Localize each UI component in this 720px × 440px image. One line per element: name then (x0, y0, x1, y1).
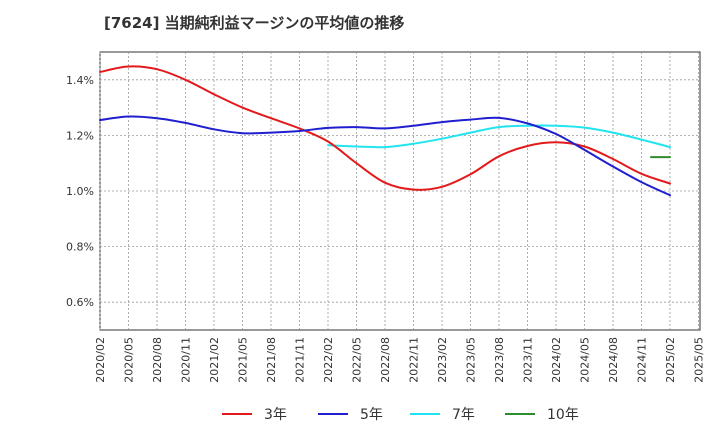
x-tick-label: 2021/08 (265, 337, 278, 383)
series-line-5年 (99, 115, 671, 197)
x-axis-ticks: 2020/02 2020/05 2020/08 2020/11 2021/02 2021/… (94, 337, 706, 383)
x-tick-label: 2024/08 (607, 337, 620, 383)
x-tick-label: 2021/02 (208, 337, 221, 383)
x-tick-label: 2024/02 (550, 337, 563, 383)
x-tick-label: 2020/08 (151, 337, 164, 383)
y-tick-label: 0.8% (66, 241, 94, 254)
y-tick-label: 1.2% (66, 129, 94, 142)
x-tick-label: 2020/11 (180, 337, 193, 383)
x-tick-label: 2023/08 (493, 337, 506, 383)
x-tick-label: 2020/02 (94, 337, 107, 383)
x-tick-label: 2023/02 (436, 337, 449, 383)
y-tick-label: 1.4% (66, 74, 94, 87)
y-axis-ticks: 0.6% 0.8% 1.0% 1.2% 1.4% (66, 74, 94, 309)
x-tick-label: 2024/11 (636, 337, 649, 383)
x-tick-label: 2023/11 (522, 337, 535, 383)
x-tick-label: 2021/11 (294, 337, 307, 383)
legend-label: 10年 (547, 407, 579, 423)
legend-label: 5年 (360, 407, 383, 423)
legend: 3年 5年 7年 10年 (222, 407, 579, 423)
y-tick-label: 1.0% (66, 185, 94, 198)
x-tick-label: 2025/05 (693, 337, 706, 383)
series-lines (99, 65, 671, 197)
x-tick-label: 2021/05 (237, 337, 250, 383)
x-tick-label: 2024/05 (579, 337, 592, 383)
x-tick-label: 2022/05 (351, 337, 364, 383)
chart-title: [7624] 当期純利益マージンの平均値の推移 (104, 14, 405, 32)
series-line-7年 (327, 124, 671, 149)
x-tick-label: 2022/08 (379, 337, 392, 383)
x-tick-label: 2025/02 (664, 337, 677, 383)
x-tick-label: 2022/11 (408, 337, 421, 383)
y-tick-label: 0.6% (66, 296, 94, 309)
x-tick-label: 2022/02 (322, 337, 335, 383)
x-tick-label: 2020/05 (123, 337, 136, 383)
legend-label: 3年 (264, 407, 287, 423)
grid-lines (99, 52, 700, 330)
legend-label: 7年 (452, 407, 475, 423)
x-tick-label: 2023/05 (465, 337, 478, 383)
